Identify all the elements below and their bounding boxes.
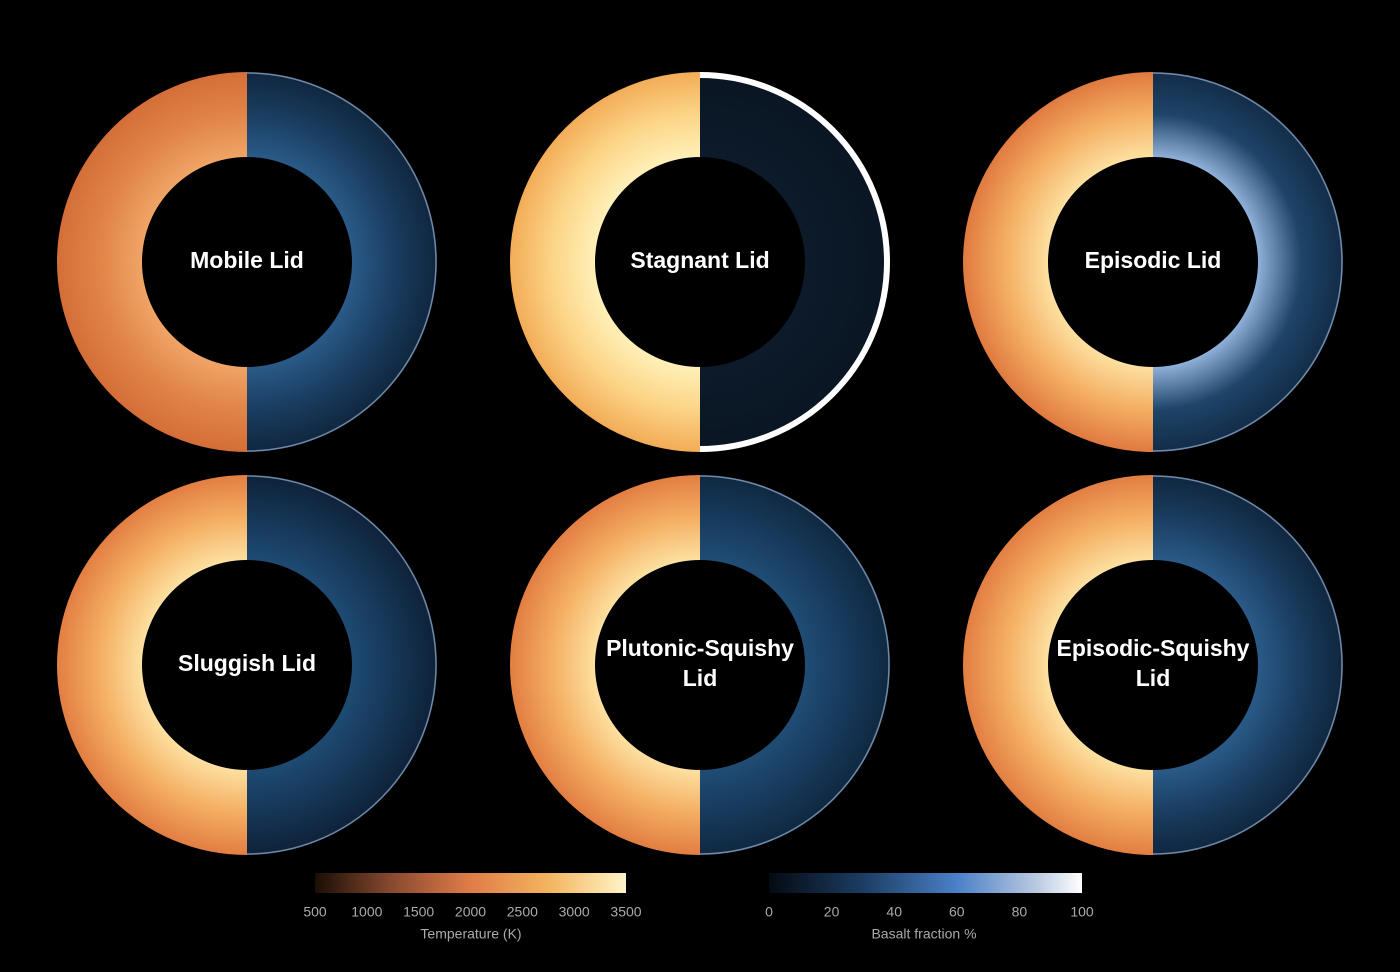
colorbar-tick-label: 1000 xyxy=(351,904,382,920)
colorbar-tick-label: 40 xyxy=(886,904,902,920)
colorbar: 0 20 40 60 80 100 Basalt fraction % xyxy=(765,873,1094,942)
colorbar-tick-label: 20 xyxy=(824,904,840,920)
temperature-half xyxy=(963,72,1153,452)
colorbar-title: Basalt fraction % xyxy=(871,926,976,942)
panel: Stagnant Lid xyxy=(510,72,890,452)
colorbar-title: Temperature (K) xyxy=(420,926,521,942)
basalt-half xyxy=(1153,72,1343,452)
panel-label: Episodic-Squishy xyxy=(1057,635,1250,661)
panel-label: Lid xyxy=(683,665,718,691)
basalt-half xyxy=(247,72,437,452)
temperature-half xyxy=(963,475,1153,855)
panel: Sluggish Lid xyxy=(57,475,437,855)
colorbar: 500 1000 1500 2000 2500 3000 3500 Temperature (… xyxy=(303,873,642,942)
basalt-half xyxy=(247,475,437,855)
colorbar-tick-label: 500 xyxy=(303,904,327,920)
panel: Episodic Lid xyxy=(963,72,1343,452)
colorbar-tick-label: 2000 xyxy=(455,904,486,920)
colorbar-tick-label: 0 xyxy=(765,904,773,920)
colorbar-scale xyxy=(315,873,626,893)
panel-label: Plutonic-Squishy xyxy=(606,635,794,661)
panel: Mobile Lid xyxy=(57,72,437,452)
basalt-half xyxy=(700,72,890,452)
panel: Episodic-Squishy Lid xyxy=(963,475,1343,855)
colorbar-tick-label: 100 xyxy=(1070,904,1094,920)
temperature-half xyxy=(57,475,247,855)
colorbar-tick-label: 60 xyxy=(949,904,965,920)
panel-label: Mobile Lid xyxy=(190,247,304,273)
temperature-half xyxy=(510,475,700,855)
colorbar-tick-label: 3500 xyxy=(610,904,641,920)
colorbar-tick-label: 1500 xyxy=(403,904,434,920)
basalt-rim xyxy=(246,475,437,855)
colorbar-scale xyxy=(769,873,1082,893)
basalt-half xyxy=(1153,475,1343,855)
panel: Plutonic-Squishy Lid xyxy=(510,475,890,855)
panel-label: Lid xyxy=(1136,665,1171,691)
colorbar-tick-label: 2500 xyxy=(507,904,538,920)
panel-label: Episodic Lid xyxy=(1085,247,1222,273)
basalt-rim xyxy=(1152,72,1343,452)
basalt-rim xyxy=(699,475,890,855)
panel-label: Sluggish Lid xyxy=(178,650,316,676)
panel-label: Stagnant Lid xyxy=(630,247,769,273)
basalt-rim xyxy=(1152,475,1343,855)
basalt-rim xyxy=(246,72,437,452)
basalt-half xyxy=(700,475,890,855)
temperature-half xyxy=(510,72,700,452)
temperature-half xyxy=(57,72,247,452)
colorbar-tick-label: 3000 xyxy=(559,904,590,920)
basalt-rim xyxy=(699,72,890,452)
colorbar-tick-label: 80 xyxy=(1012,904,1028,920)
